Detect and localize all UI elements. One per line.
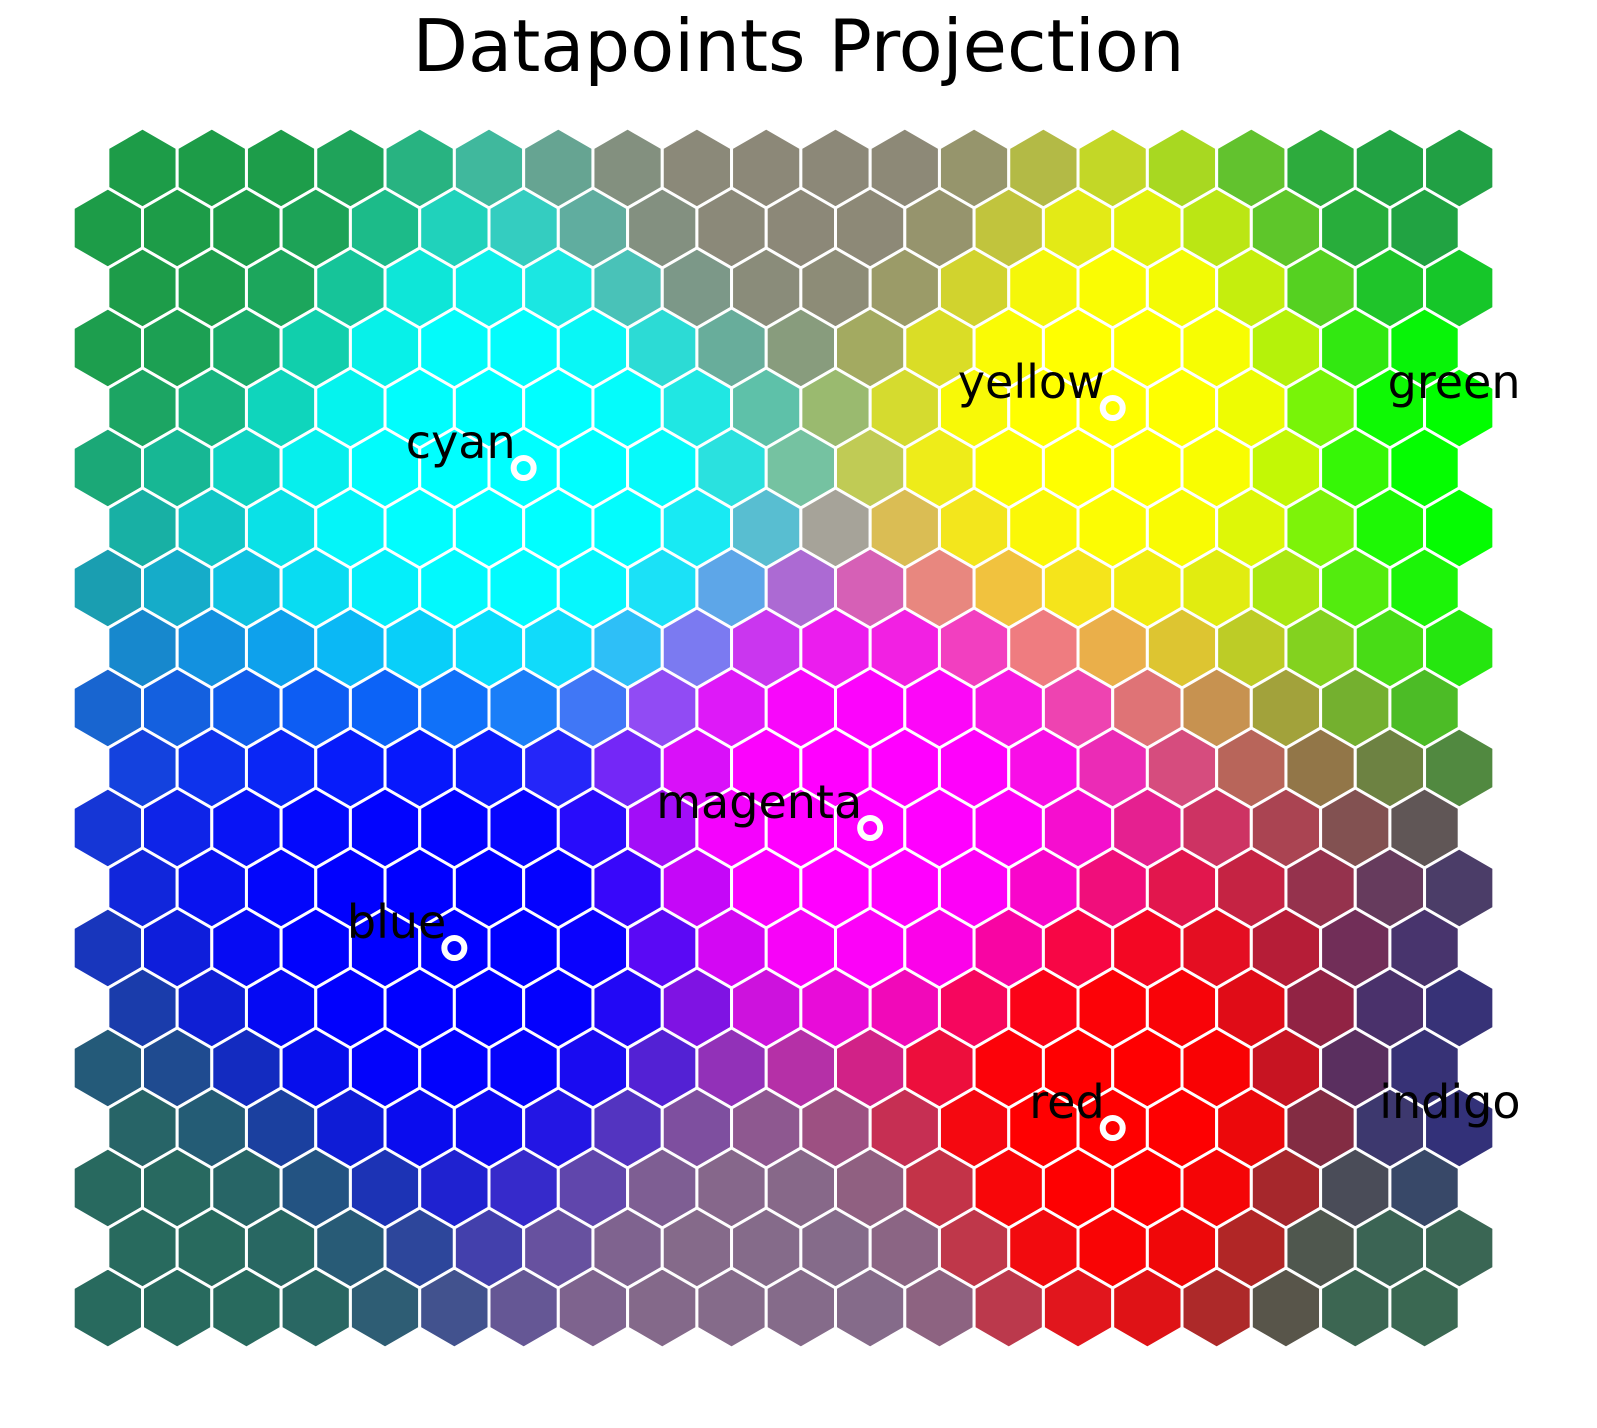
point-label-indigo: indigo (1379, 1075, 1520, 1129)
point-marker-green (1515, 395, 1542, 421)
point-marker-indigo (1515, 1115, 1542, 1141)
point-marker-red (1099, 1115, 1126, 1141)
point-label-yellow: yellow (958, 355, 1105, 409)
point-label-red: red (1029, 1075, 1104, 1129)
chart-title: Datapoints Projection (412, 4, 1185, 88)
point-label-green: green (1388, 355, 1521, 409)
point-label-magenta: magenta (656, 775, 862, 829)
hex-cells (71, 126, 1496, 1350)
annotations: cyan yellow green magenta blue red indigo (347, 355, 1542, 1141)
point-marker-blue (441, 935, 468, 961)
hex-cell (1388, 1266, 1461, 1350)
point-label-blue: blue (347, 895, 446, 949)
point-marker-cyan (510, 455, 537, 481)
point-marker-magenta (857, 815, 884, 841)
point-marker-yellow (1099, 395, 1126, 421)
point-label-cyan: cyan (406, 415, 516, 469)
